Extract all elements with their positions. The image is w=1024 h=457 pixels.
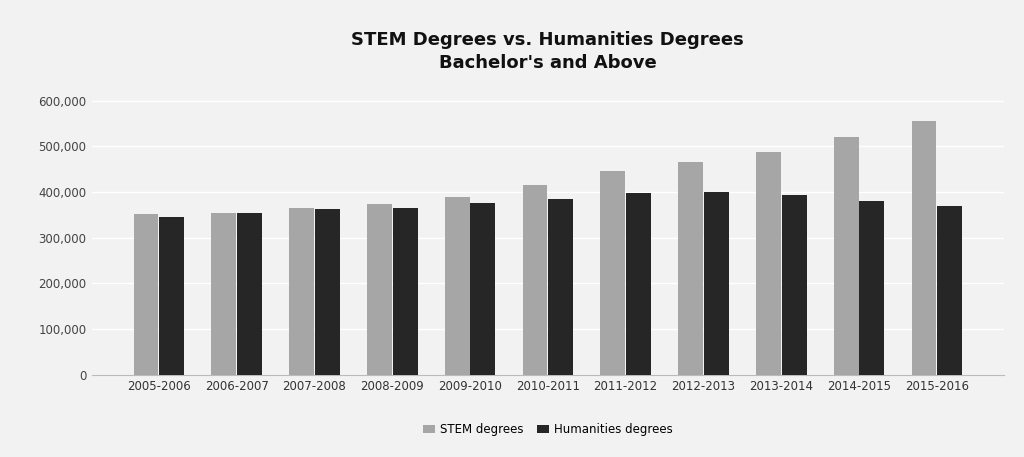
Bar [834, 137, 859, 375]
Bar [367, 204, 392, 375]
Title: STEM Degrees vs. Humanities Degrees
Bachelor's and Above: STEM Degrees vs. Humanities Degrees Bach… [351, 31, 744, 72]
Legend: STEM degrees, Humanities degrees: STEM degrees, Humanities degrees [419, 419, 677, 441]
Bar [678, 162, 703, 375]
Bar [626, 193, 651, 375]
Bar [937, 206, 963, 375]
Bar [133, 214, 159, 375]
Bar [522, 185, 548, 375]
Bar [703, 192, 729, 375]
Bar [859, 201, 885, 375]
Bar [211, 213, 237, 375]
Bar [548, 199, 573, 375]
Bar [600, 171, 626, 375]
Bar [781, 195, 807, 375]
Bar [392, 208, 418, 375]
Bar [289, 208, 314, 375]
Bar [470, 203, 496, 375]
Bar [314, 209, 340, 375]
Bar [160, 217, 184, 375]
Bar [911, 121, 936, 375]
Bar [444, 197, 470, 375]
Bar [237, 213, 262, 375]
Bar [756, 152, 781, 375]
